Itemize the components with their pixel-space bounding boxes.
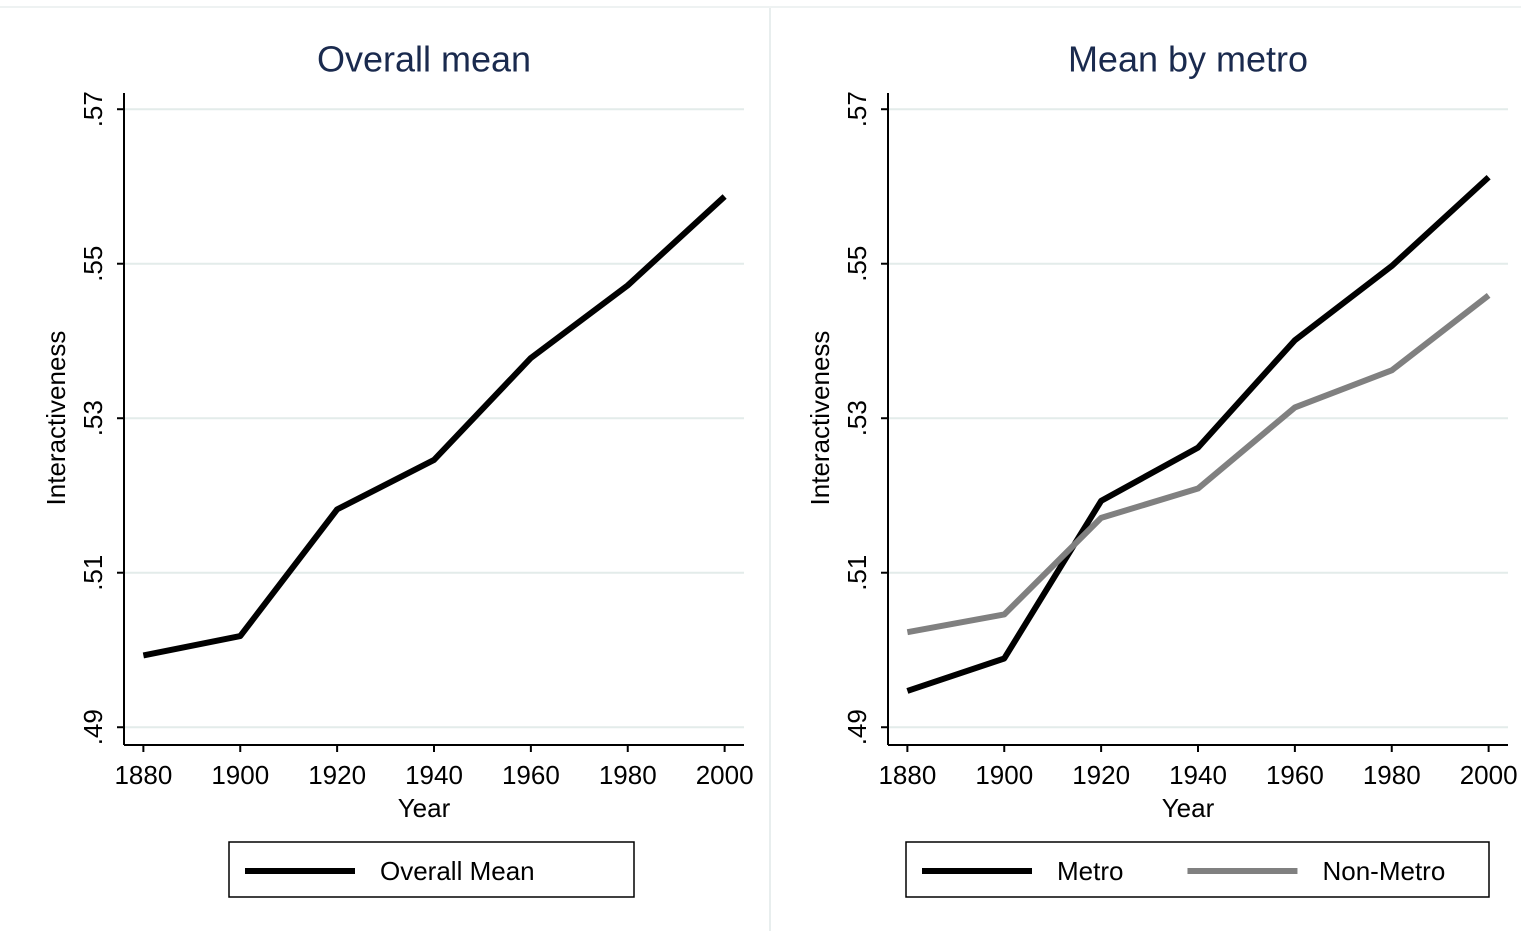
x-tick-label: 1920: [1072, 760, 1130, 790]
x-tick-label: 1900: [211, 760, 269, 790]
x-tick-label: 1980: [599, 760, 657, 790]
x-axis-label: Year: [1162, 793, 1215, 823]
y-tick-label: .53: [842, 400, 872, 436]
legend-label: Non-Metro: [1322, 856, 1445, 886]
x-tick-label: 1940: [405, 760, 463, 790]
y-tick-label: .49: [78, 709, 108, 745]
y-tick-label: .51: [842, 555, 872, 591]
x-tick-label: 1960: [1266, 760, 1324, 790]
y-tick-label: .53: [78, 400, 108, 436]
y-tick-label: .55: [78, 246, 108, 282]
series-line: [142, 194, 727, 659]
x-tick-label: 1960: [502, 760, 560, 790]
chart-title: Overall mean: [317, 39, 531, 80]
legend-label: Metro: [1057, 856, 1123, 886]
chart-title: Mean by metro: [1068, 39, 1308, 80]
x-axis-label: Year: [398, 793, 451, 823]
x-tick-label: 1900: [975, 760, 1033, 790]
x-tick-label: 1920: [308, 760, 366, 790]
y-tick-label: .57: [842, 91, 872, 127]
y-tick-label: .49: [842, 709, 872, 745]
legend-label: Overall Mean: [380, 856, 535, 886]
y-tick-label: .57: [78, 91, 108, 127]
x-tick-label: 2000: [696, 760, 754, 790]
series-line: [906, 174, 1491, 694]
x-tick-label: 1940: [1169, 760, 1227, 790]
x-tick-label: 2000: [1460, 760, 1518, 790]
y-axis-label: Interactiveness: [41, 331, 71, 506]
y-tick-label: .55: [842, 246, 872, 282]
y-axis-label: Interactiveness: [805, 331, 835, 506]
x-tick-label: 1880: [878, 760, 936, 790]
series-line: [906, 293, 1491, 636]
x-tick-label: 1980: [1363, 760, 1421, 790]
y-tick-label: .51: [78, 555, 108, 591]
x-tick-label: 1880: [114, 760, 172, 790]
